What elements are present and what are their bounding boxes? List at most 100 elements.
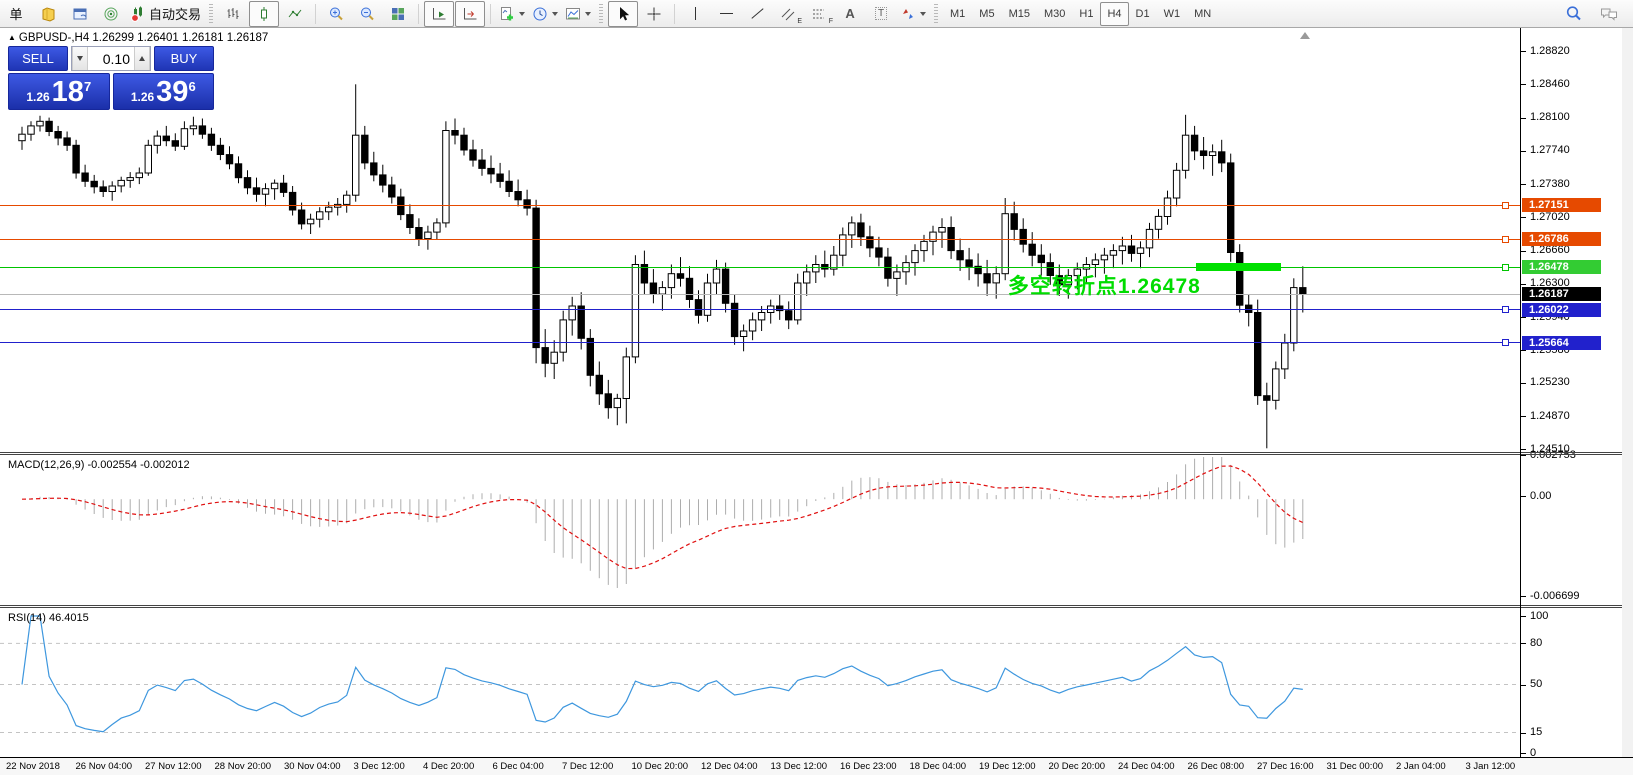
price-tick-label: 1.26300 xyxy=(1530,277,1570,290)
level-line-handle[interactable] xyxy=(1502,263,1509,271)
trendline-button[interactable] xyxy=(742,1,772,27)
date-label: 12 Dec 04:00 xyxy=(701,761,758,772)
crosshair-icon xyxy=(646,6,662,22)
zoom-in-button[interactable] xyxy=(321,1,351,27)
date-label: 20 Dec 20:00 xyxy=(1048,761,1106,772)
tile-windows-button[interactable] xyxy=(383,1,413,27)
price-level-line[interactable] xyxy=(0,204,1520,206)
arrows-dropdown-caret xyxy=(920,11,927,16)
main-chart-pane[interactable]: 多空转折点1.26478 ▲ GBPUSD-,H4 1.26299 1.26401… xyxy=(0,28,1520,452)
horizontal-line-button[interactable] xyxy=(711,1,741,27)
price-level-badge: 1.25664 xyxy=(1522,335,1601,350)
label-button[interactable]: T xyxy=(866,1,896,27)
price-scale[interactable]: 1.28820 1.28460 1.28100 1.27740 1.27380 1.270… xyxy=(1520,28,1622,759)
date-label: 13 Dec 12:00 xyxy=(770,761,828,772)
level-line-handle[interactable] xyxy=(1502,339,1509,347)
macd-pane[interactable]: MACD(12,26,9) -0.002554 -0.002012 xyxy=(0,452,1520,605)
rsi-tick-mark xyxy=(1521,643,1526,645)
macd-label: MACD(12,26,9) -0.002554 -0.002012 xyxy=(8,459,190,471)
chart-bars-button[interactable] xyxy=(218,1,248,27)
toolbar-separator xyxy=(490,3,492,24)
chart-candles-button[interactable] xyxy=(249,0,280,27)
symbol-search-button[interactable] xyxy=(1558,1,1588,27)
community-chat-button[interactable] xyxy=(1594,1,1624,27)
timeframe-m30[interactable]: M30 xyxy=(1043,7,1066,20)
volume-input[interactable] xyxy=(88,47,134,70)
chart-workspace: 多空转折点1.26478 ▲ GBPUSD-,H4 1.26299 1.26401… xyxy=(0,28,1633,775)
rsi-tick-label: 50 xyxy=(1530,678,1543,690)
price-level-badge: 1.27151 xyxy=(1522,198,1601,213)
market-watch-button[interactable] xyxy=(34,1,64,27)
arrows-button[interactable] xyxy=(897,1,929,27)
date-label: 31 Dec 00:00 xyxy=(1326,761,1384,772)
rsi-canvas[interactable] xyxy=(0,608,1520,757)
timeframe-h1[interactable]: H1 xyxy=(1079,7,1094,20)
date-axis[interactable]: 22 Nov 2018 26 Nov 04:00 27 Nov 12:00 28 No… xyxy=(0,757,1633,775)
data-window-button[interactable] xyxy=(65,1,95,27)
cursor-button[interactable] xyxy=(608,0,639,27)
buy-price-big: 39 xyxy=(156,76,189,108)
date-label: 30 Nov 04:00 xyxy=(284,761,341,772)
price-levels-layer xyxy=(0,28,1520,452)
timeframe-m5[interactable]: M5 xyxy=(979,7,995,20)
buy-price-prefix: 1.26 xyxy=(130,90,155,104)
indicators-button[interactable] xyxy=(496,1,528,27)
autotrade-icon xyxy=(130,6,146,22)
timeframe-h4[interactable]: H4 xyxy=(1100,1,1129,26)
level-line-handle[interactable] xyxy=(1502,235,1509,243)
toolbar-grip xyxy=(599,3,604,24)
buy-price-button[interactable]: 1.26 39 6 xyxy=(112,73,214,110)
price-tick-label: 1.28100 xyxy=(1530,111,1570,124)
rsi-pane[interactable]: RSI(14) 46.4015 xyxy=(0,605,1520,757)
new-order-button[interactable]: 单 xyxy=(3,1,33,27)
level-line-handle[interactable] xyxy=(1502,306,1509,314)
toolbar: 单 自动交易 xyxy=(0,0,1633,28)
channel-button[interactable]: E xyxy=(773,1,803,27)
chart-line-button[interactable] xyxy=(280,1,310,27)
macd-canvas[interactable] xyxy=(0,455,1520,605)
rsi-tick-label: 80 xyxy=(1530,636,1543,649)
date-label: 19 Dec 12:00 xyxy=(979,761,1036,772)
text-button[interactable]: A xyxy=(835,1,865,27)
timeframe-w1[interactable]: W1 xyxy=(1163,7,1181,20)
toolbar-grip xyxy=(934,3,939,24)
auto-scroll-button[interactable] xyxy=(424,0,455,27)
rsi-tick-mark xyxy=(1521,616,1526,617)
sell-button[interactable]: SELL xyxy=(8,46,68,71)
zoom-out-button[interactable] xyxy=(352,1,382,27)
volume-decrease-button[interactable] xyxy=(72,47,88,70)
templates-button[interactable] xyxy=(562,1,594,27)
chart-title: ▲ GBPUSD-,H4 1.26299 1.26401 1.26181 1.26… xyxy=(8,32,268,44)
strategy-tester-button[interactable] xyxy=(96,1,126,27)
sell-price-button[interactable]: 1.26 18 7 xyxy=(8,73,110,110)
buy-button[interactable]: BUY xyxy=(154,46,214,71)
price-tick-mark xyxy=(1521,416,1526,417)
price-level-line[interactable] xyxy=(0,293,1520,295)
fibonacci-sub-glyph: F xyxy=(828,17,834,25)
price-level-line[interactable] xyxy=(0,309,1520,311)
price-level-line[interactable] xyxy=(0,342,1520,344)
timeframe-d1[interactable]: D1 xyxy=(1135,7,1150,20)
autotrade-button[interactable]: 自动交易 xyxy=(127,1,204,27)
timeframe-mn[interactable]: MN xyxy=(1194,7,1212,20)
fibonacci-button[interactable]: F xyxy=(804,1,834,27)
price-tick-label: 1.24510 xyxy=(1530,442,1570,455)
zoom-in-icon xyxy=(328,6,344,22)
crosshair-button[interactable] xyxy=(639,1,669,27)
volume-increase-button[interactable] xyxy=(134,47,150,70)
toolbar-separator xyxy=(315,3,317,24)
price-level-line[interactable] xyxy=(0,266,1520,268)
date-label: 10 Dec 20:00 xyxy=(631,761,689,772)
periods-button[interactable] xyxy=(529,1,561,27)
price-tick-mark xyxy=(1521,51,1526,53)
template-icon xyxy=(565,6,581,22)
rsi-tick-mark xyxy=(1521,732,1526,734)
price-level-line[interactable] xyxy=(0,238,1520,240)
timeframe-m1[interactable]: M1 xyxy=(950,7,966,20)
timeframe-m15[interactable]: M15 xyxy=(1008,7,1030,20)
vertical-line-button[interactable] xyxy=(680,1,710,27)
candlestick-canvas[interactable] xyxy=(0,28,1520,452)
level-line-handle[interactable] xyxy=(1502,201,1509,209)
price-tick-label: 1.28460 xyxy=(1530,77,1570,90)
chart-shift-button[interactable] xyxy=(455,0,486,27)
